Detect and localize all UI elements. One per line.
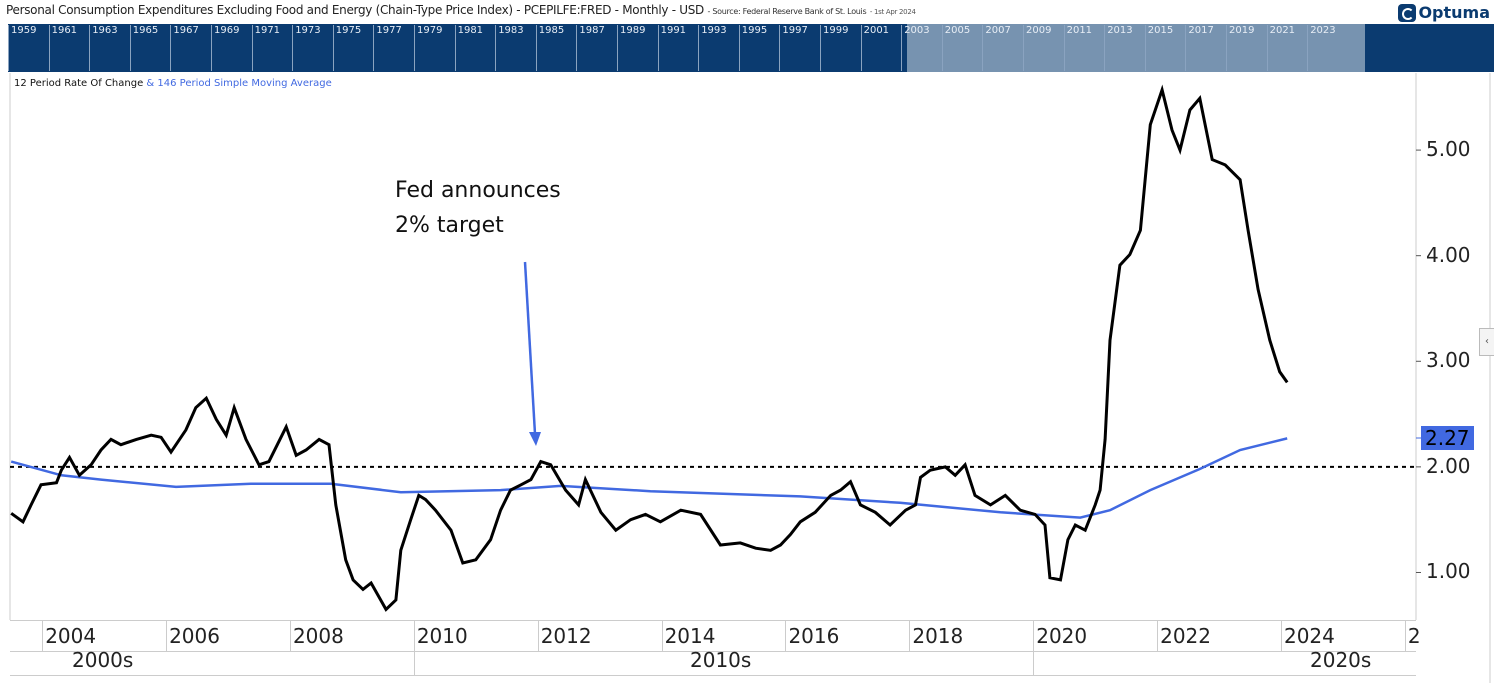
title-text: Personal Consumption Expenditures Exclud… xyxy=(6,3,704,17)
date-text: - 1st Apr 2024 xyxy=(869,8,916,16)
x-tick-label: 2010 xyxy=(413,621,468,651)
decade-label: 2010s xyxy=(690,648,752,672)
navigator-year[interactable]: 2003 xyxy=(901,25,941,71)
annotation-arrow xyxy=(523,261,537,435)
x-axis-decades: 2000s 2010s 2020s xyxy=(10,648,1416,676)
navigator-year[interactable]: 2023 xyxy=(1307,25,1347,71)
source-text: - Source: Federal Reserve Bank of St. Lo… xyxy=(707,7,867,16)
navigator-year[interactable]: 1985 xyxy=(535,25,576,71)
decade-divider xyxy=(413,650,415,675)
x-tick-label: 2014 xyxy=(661,621,715,651)
navigator-year[interactable]: 1969 xyxy=(211,25,251,71)
y-tick-label: 1.00 xyxy=(1426,559,1471,584)
navigator-year[interactable]: 2009 xyxy=(1023,25,1063,71)
x-tick-label: 2018 xyxy=(909,621,963,651)
annotation-arrowhead xyxy=(529,432,541,446)
x-tick-label: 2004 xyxy=(42,621,96,651)
x-tick-label: 2024 xyxy=(1280,621,1335,651)
collapse-panel-button[interactable]: ‹ xyxy=(1479,328,1494,356)
chart-title: Personal Consumption Expenditures Exclud… xyxy=(6,3,916,17)
navigator-year[interactable]: 1999 xyxy=(820,25,860,71)
navigator-year[interactable]: 1987 xyxy=(576,25,616,71)
x-tick-label: 2008 xyxy=(289,621,344,651)
navigator-year[interactable]: 2007 xyxy=(982,25,1022,71)
x-tick-label: 2 xyxy=(1404,621,1421,651)
navigator-year[interactable]: 1959 xyxy=(8,25,48,71)
y-tick-label: 2.00 xyxy=(1426,453,1471,478)
y-tick-label: 5.00 xyxy=(1426,137,1471,162)
last-value-label: 2.27 xyxy=(1421,426,1474,450)
navigator-year[interactable]: 1993 xyxy=(698,25,738,71)
navigator-year[interactable]: 2005 xyxy=(941,25,982,71)
navigator-year[interactable]: 1989 xyxy=(617,25,657,71)
navigator-year[interactable]: 2019 xyxy=(1226,25,1266,71)
optuma-logo: Optuma xyxy=(1398,3,1490,22)
decade-divider xyxy=(1033,650,1035,675)
navigator-year[interactable]: 2021 xyxy=(1266,25,1307,71)
x-axis-years: 2004 2006 2008 2010 2012 2014 2016 2018 2020 2022… xyxy=(10,620,1421,652)
navigator-year[interactable]: 1975 xyxy=(332,25,373,71)
navigator-year[interactable]: 1967 xyxy=(170,25,210,71)
x-tick-label: 2022 xyxy=(1157,621,1211,651)
navigator-year[interactable]: 1963 xyxy=(89,25,129,71)
navigator-year[interactable]: 1979 xyxy=(414,25,454,71)
navigator-year[interactable]: 2001 xyxy=(860,25,901,71)
decade-label: 2000s xyxy=(72,648,134,672)
roc-line xyxy=(10,84,1289,612)
sma-line xyxy=(10,437,1288,519)
navigator-year[interactable]: 1991 xyxy=(657,25,698,71)
navigator-year[interactable]: 1965 xyxy=(129,25,170,71)
x-tick-label: 2006 xyxy=(166,621,220,651)
legend-roc: 12 Period Rate Of Change xyxy=(14,78,144,89)
navigator-year[interactable]: 2017 xyxy=(1185,25,1225,71)
timeline-navigator[interactable]: 1959 1961 1963 1965 1967 1969 1971 1973 1975 1977… xyxy=(8,24,1494,72)
x-tick-label: 2016 xyxy=(785,621,839,651)
navigator-year[interactable]: 2011 xyxy=(1063,25,1104,71)
navigator-year[interactable]: 1981 xyxy=(454,25,495,71)
x-tick-label: 2020 xyxy=(1033,621,1087,651)
legend-sma: & 146 Period Simple Moving Average xyxy=(146,78,332,89)
annotation-line-2: 2% target xyxy=(395,213,504,238)
navigator-year[interactable]: 1983 xyxy=(495,25,535,71)
navigator-year[interactable]: 1961 xyxy=(48,25,89,71)
navigator-year[interactable]: 1971 xyxy=(251,25,292,71)
navigator-year[interactable]: 2013 xyxy=(1104,25,1144,71)
logo-icon xyxy=(1398,3,1417,22)
y-tick-label: 4.00 xyxy=(1426,242,1471,267)
decade-label: 2020s xyxy=(1310,648,1372,672)
y-tick-label: 3.00 xyxy=(1426,348,1471,373)
annotation-text: Fed announces 2% target xyxy=(395,173,561,243)
navigator-year[interactable]: 1977 xyxy=(373,25,413,71)
logo-text: Optuma xyxy=(1418,3,1490,22)
navigator-year[interactable]: 1973 xyxy=(292,25,332,71)
legend: 12 Period Rate Of Change & 146 Period Si… xyxy=(14,78,332,89)
navigator-year[interactable]: 1997 xyxy=(779,25,819,71)
navigator-year[interactable]: 1995 xyxy=(738,25,779,71)
x-tick-label: 2012 xyxy=(537,621,592,651)
annotation-line-1: Fed announces xyxy=(395,178,561,203)
navigator-year[interactable]: 2015 xyxy=(1144,25,1185,71)
